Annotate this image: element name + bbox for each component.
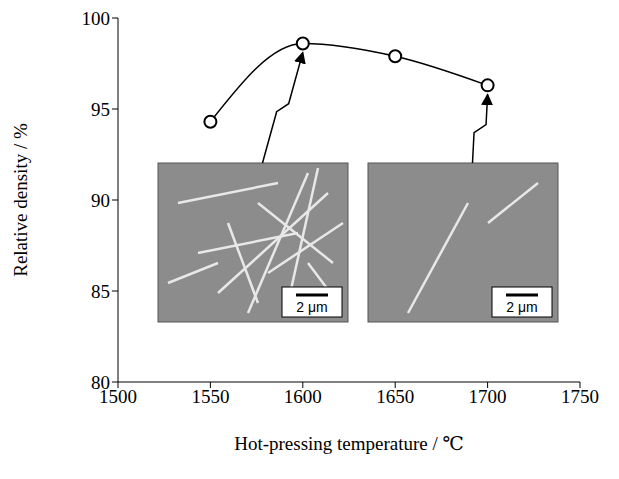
svg-text:100: 100	[82, 8, 111, 29]
svg-text:1500: 1500	[99, 386, 137, 408]
svg-text:85: 85	[91, 281, 110, 302]
svg-text:2 μm: 2 μm	[296, 299, 327, 315]
svg-text:90: 90	[91, 190, 110, 211]
svg-text:2 μm: 2 μm	[506, 299, 537, 315]
svg-text:1650: 1650	[376, 386, 414, 407]
svg-text:Hot-pressing temperature / ℃: Hot-pressing temperature / ℃	[234, 433, 464, 454]
svg-text:Relative density / %: Relative density / %	[10, 123, 31, 277]
svg-text:1700: 1700	[469, 386, 507, 407]
svg-text:1550: 1550	[191, 386, 229, 407]
svg-text:80: 80	[91, 372, 110, 393]
svg-text:1600: 1600	[284, 386, 322, 407]
svg-text:95: 95	[91, 99, 110, 120]
svg-text:1750: 1750	[561, 386, 599, 407]
